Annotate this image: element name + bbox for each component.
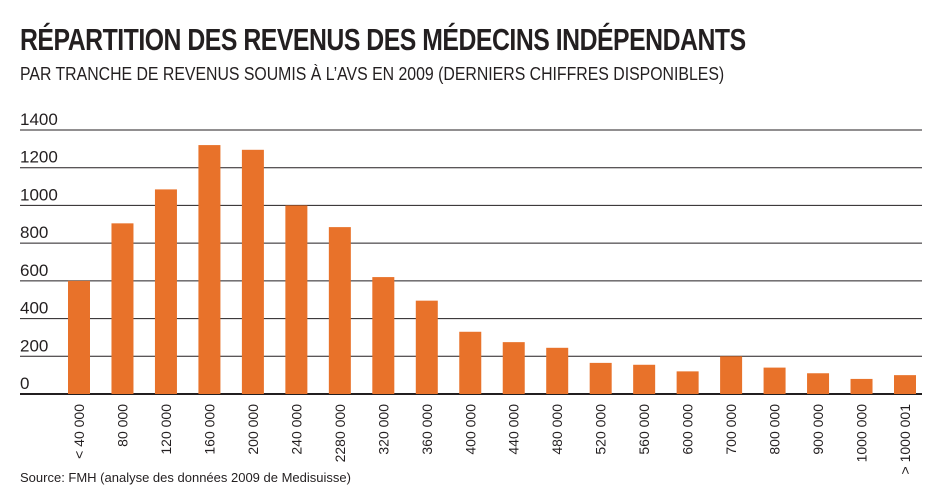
bar xyxy=(111,223,134,394)
x-tick-label: 160 000 xyxy=(201,404,217,455)
bar xyxy=(241,149,264,394)
y-tick-label: 1400 xyxy=(20,110,58,129)
x-tick-label: < 40 000 xyxy=(71,404,87,459)
bar xyxy=(198,145,221,394)
x-tick-label: 560 000 xyxy=(636,404,652,455)
bar xyxy=(372,277,395,394)
x-tick-label: 900 000 xyxy=(810,404,826,455)
x-axis-ticks: < 40 000 80 000 120 000 160 000 200 000 240 0… xyxy=(71,404,913,475)
x-tick-label: > 1000 001 xyxy=(897,404,913,475)
bar xyxy=(68,280,90,394)
bar xyxy=(763,367,786,394)
bar xyxy=(459,331,482,394)
x-tick-label: 520 000 xyxy=(593,404,609,455)
bars xyxy=(68,145,916,394)
x-tick-label: 2280 000 xyxy=(332,404,348,463)
y-axis-ticks: 0 200 400 600 800 1000 1200 1400 xyxy=(20,110,58,393)
bar xyxy=(502,342,525,394)
x-tick-label: 440 000 xyxy=(506,404,522,455)
x-tick-label: 600 000 xyxy=(680,404,696,455)
y-tick-label: 800 xyxy=(20,223,48,242)
bar xyxy=(285,205,308,394)
x-tick-label: 1000 000 xyxy=(854,404,870,463)
x-tick-label: 480 000 xyxy=(549,404,565,455)
y-tick-label: 0 xyxy=(20,374,29,393)
chart-subtitle: PAR TRANCHE DE REVENUS SOUMIS À L’AVS EN… xyxy=(20,64,725,84)
source-note: Source: FMH (analyse des données 2009 de… xyxy=(20,470,351,485)
y-tick-label: 1200 xyxy=(20,148,58,167)
bar xyxy=(546,347,569,394)
x-tick-label: 80 000 xyxy=(114,404,130,447)
y-tick-label: 1000 xyxy=(20,185,58,204)
bar xyxy=(720,356,743,394)
bar xyxy=(676,371,699,394)
x-tick-label: 240 000 xyxy=(288,404,304,455)
x-tick-label: 700 000 xyxy=(723,404,739,455)
bar xyxy=(894,375,916,394)
y-tick-label: 600 xyxy=(20,261,48,280)
y-tick-label: 200 xyxy=(20,336,48,355)
bar xyxy=(589,362,612,394)
bar xyxy=(807,373,830,394)
bar xyxy=(415,300,438,394)
x-tick-label: 800 000 xyxy=(767,404,783,455)
x-tick-label: 360 000 xyxy=(419,404,435,455)
chart-title: RÉPARTITION DES REVENUS DES MÉDECINS IND… xyxy=(20,22,746,57)
bar xyxy=(633,364,656,394)
bar xyxy=(328,227,351,394)
y-tick-label: 400 xyxy=(20,299,48,318)
x-tick-label: 200 000 xyxy=(245,404,261,455)
x-tick-label: 320 000 xyxy=(375,404,391,455)
x-tick-label: 120 000 xyxy=(158,404,174,455)
bar xyxy=(850,378,873,394)
bar xyxy=(154,189,177,394)
x-tick-label: 400 000 xyxy=(462,404,478,455)
